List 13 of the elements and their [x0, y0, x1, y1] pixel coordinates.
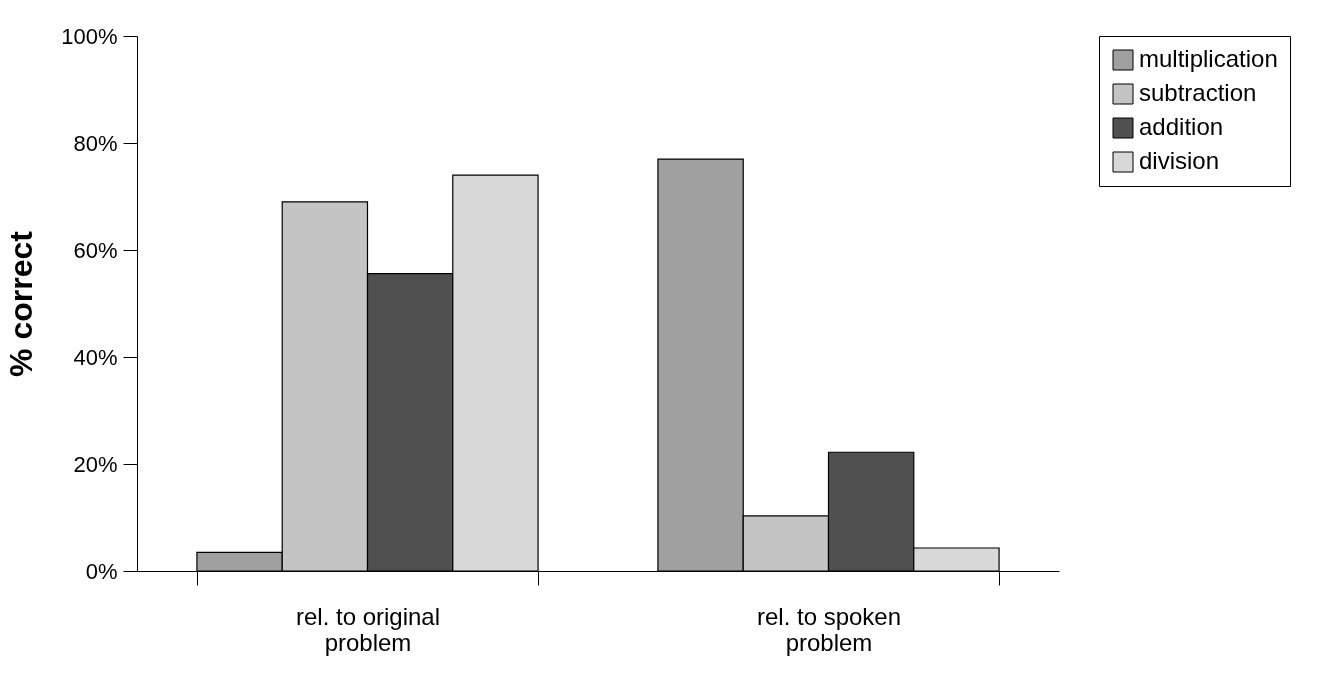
x-tick-label: rel. to original problem — [295, 602, 441, 656]
legend-label: addition — [1139, 113, 1224, 140]
x-tick-label: rel. to spoken problem — [756, 602, 902, 656]
y-tick-label: 0% — [85, 558, 118, 584]
y-tick-label: 100% — [61, 23, 118, 49]
legend-label: division — [1139, 147, 1220, 174]
y-axis-title: % correct — [3, 230, 40, 377]
legend-label: subtraction — [1139, 79, 1257, 106]
legend-label: multiplication — [1139, 45, 1278, 72]
y-tick-label: 60% — [73, 237, 118, 263]
y-tick-label: 80% — [73, 130, 118, 156]
y-tick-label: 20% — [73, 451, 118, 477]
y-tick-label: 40% — [73, 344, 118, 370]
